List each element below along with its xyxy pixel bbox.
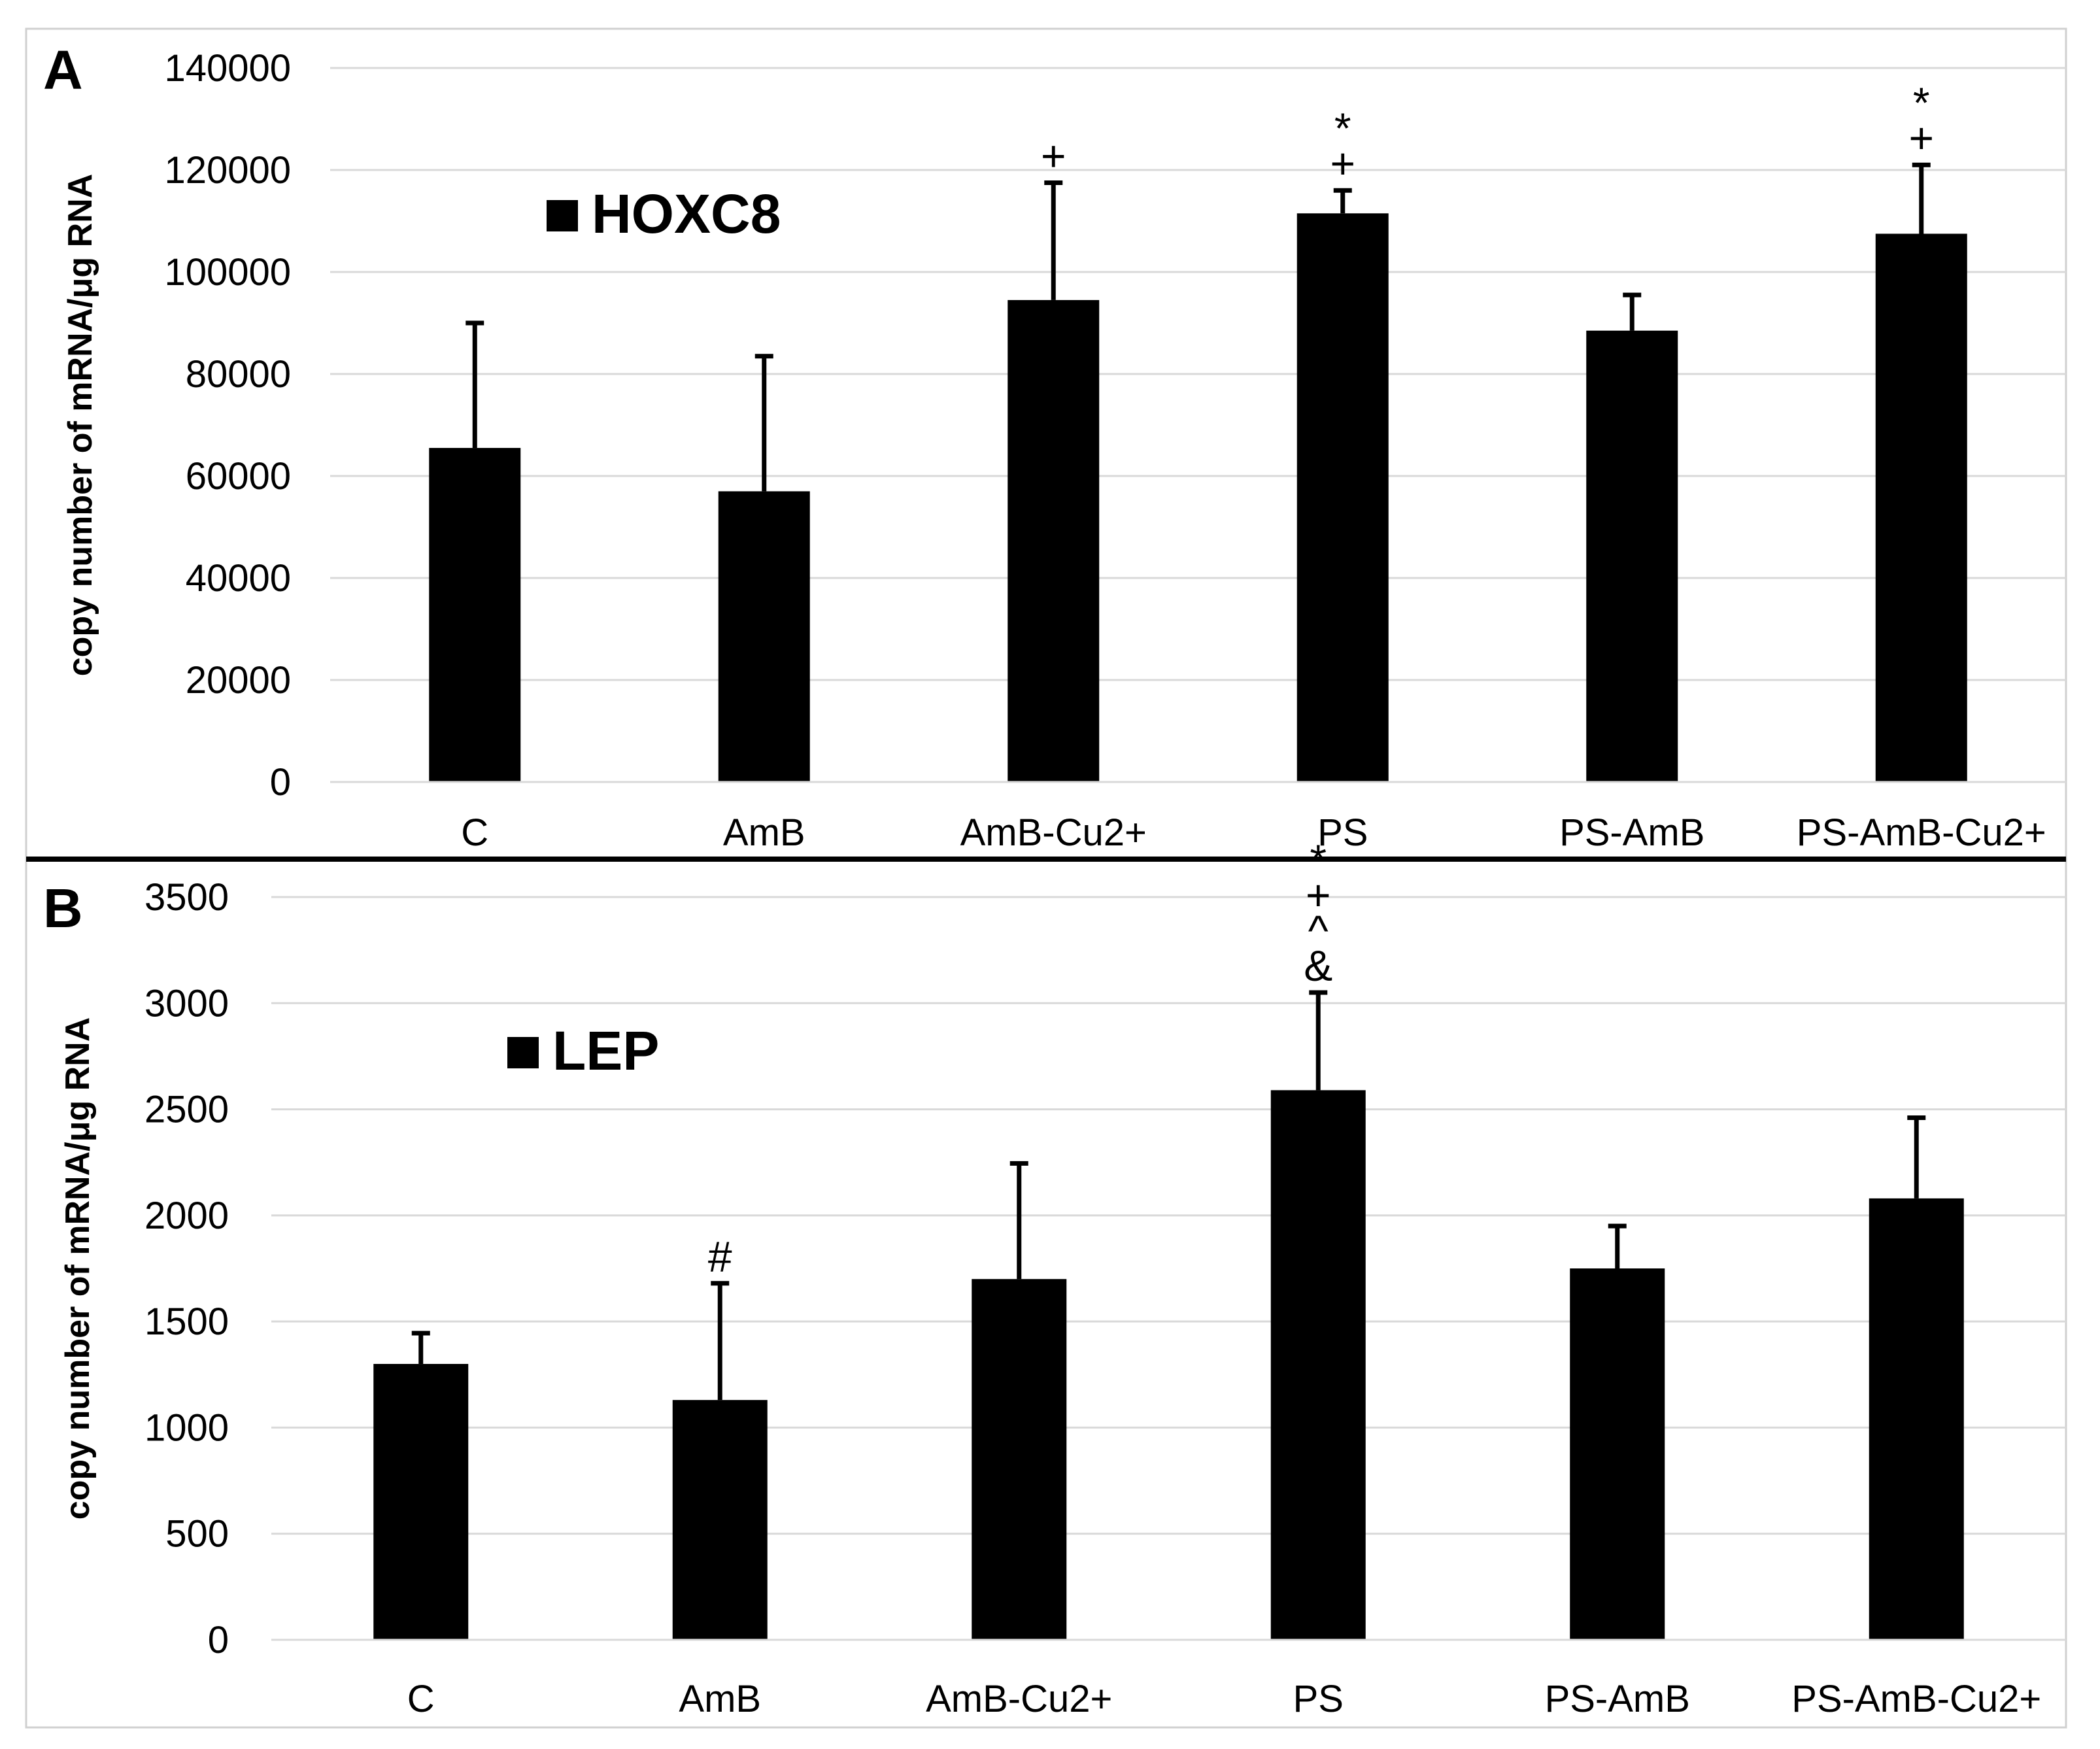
- y-tick-label: 3000: [144, 982, 229, 1025]
- significance-annotation: #: [708, 1232, 732, 1281]
- y-tick-label: 3500: [144, 876, 229, 919]
- bar: [1869, 1198, 1964, 1640]
- y-tick-label: 60000: [186, 455, 291, 498]
- y-tick-label: 80000: [186, 353, 291, 396]
- bar: [972, 1279, 1067, 1640]
- x-tick-label: C: [461, 811, 488, 854]
- legend-label: LEP: [552, 1020, 659, 1081]
- significance-annotation: * +: [1330, 104, 1355, 188]
- x-tick-label: PS-AmB: [1545, 1678, 1690, 1720]
- panel-label: B: [43, 877, 83, 939]
- bar: [718, 491, 810, 782]
- y-tick-label: 1500: [144, 1300, 229, 1343]
- x-tick-label: AmB: [723, 811, 805, 854]
- panel-a-hoxc8: 0 20000 40000 60000 80000 100000 120000 140000 C…: [43, 39, 2066, 854]
- bar: [1570, 1268, 1665, 1640]
- bar: [672, 1400, 768, 1640]
- bar: [1008, 299, 1100, 782]
- y-axis-title: copy number of mRNA/μg RNA: [59, 1017, 97, 1520]
- x-tick-label: PS-AmB: [1559, 811, 1704, 854]
- y-tick-label: 1000: [144, 1406, 229, 1449]
- x-tick-label: PS: [1293, 1678, 1344, 1720]
- legend-swatch: [507, 1037, 539, 1068]
- significance-annotation: * + ^ &: [1304, 836, 1332, 990]
- bar: [373, 1364, 469, 1640]
- panel-label: A: [43, 39, 83, 101]
- significance-annotation: +: [1041, 132, 1066, 180]
- bar: [1296, 213, 1389, 782]
- legend-swatch: [547, 200, 578, 231]
- y-axis-title: copy number of mRNA/μg RNA: [61, 174, 99, 677]
- y-tick-label: 100000: [164, 251, 291, 294]
- y-tick-label: 40000: [186, 557, 291, 600]
- x-tick-label: AmB-Cu2+: [926, 1678, 1112, 1720]
- panel-b-lep: 0 500 1000 1500 2000 2500 3000 3500 C AmB # AmB-Cu2…: [43, 836, 2066, 1720]
- y-tick-label: 2500: [144, 1089, 229, 1131]
- y-tick-label: 20000: [186, 659, 291, 702]
- bar: [429, 448, 521, 782]
- significance-annotation: * +: [1908, 78, 1934, 162]
- x-tick-label: PS-AmB-Cu2+: [1791, 1678, 2041, 1720]
- figure-frame: [25, 27, 2067, 1729]
- y-tick-label: 120000: [164, 149, 291, 192]
- y-tick-label: 0: [270, 761, 291, 804]
- y-tick-label: 140000: [164, 47, 291, 90]
- x-tick-label: C: [407, 1678, 435, 1720]
- y-tick-label: 2000: [144, 1195, 229, 1237]
- bar: [1586, 330, 1678, 782]
- y-tick-label: 0: [208, 1619, 229, 1661]
- legend-label: HOXC8: [592, 183, 781, 245]
- bar: [1875, 233, 1967, 782]
- x-tick-label: AmB-Cu2+: [960, 811, 1147, 854]
- x-tick-label: PS: [1317, 811, 1368, 854]
- y-tick-label: 500: [165, 1513, 229, 1555]
- bar: [1270, 1090, 1366, 1640]
- x-tick-label: PS-AmB-Cu2+: [1797, 811, 2046, 854]
- x-tick-label: AmB: [679, 1678, 761, 1720]
